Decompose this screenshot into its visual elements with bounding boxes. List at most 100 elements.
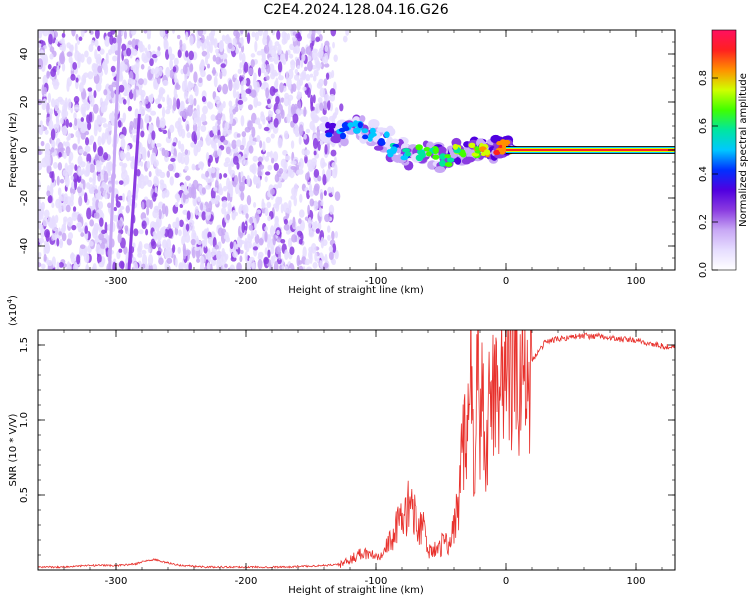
spectrogram-noise-cell — [212, 54, 217, 62]
spectrogram-noise-cell — [263, 126, 270, 132]
spectrogram-noise-cell — [263, 44, 270, 54]
snr-panel: -300 -200 -100 0 100 0.5 1.0 1.5 Height of str… — [6, 295, 676, 596]
spectrogram-noise-cell — [324, 253, 328, 265]
spectrogram-noise-cell — [118, 97, 124, 104]
spectrogram-noise-cell — [291, 36, 297, 42]
spectrogram-noise-cell — [238, 51, 243, 61]
spectrogram-noise-cell — [200, 125, 207, 132]
spectrogram-noise-cell — [305, 128, 311, 134]
spectrogram-noise-cell — [309, 252, 313, 265]
spectrogram-noise-cell — [186, 210, 191, 221]
spectrogram-noise-cell — [146, 206, 150, 216]
spectrogram-noise-cell — [66, 81, 70, 92]
spectrogram-halo-cell — [454, 157, 462, 165]
spectrogram-noise-cell — [79, 170, 84, 176]
spectrogram-noise-cell — [182, 108, 188, 120]
spectrogram-noise-cell — [306, 87, 311, 98]
spectrogram-noise-cell — [237, 99, 244, 105]
spectrogram-signal-cell — [444, 154, 451, 159]
spectrogram-noise-cell — [254, 40, 258, 53]
spectrogram-noise-cell — [48, 108, 54, 115]
spectrogram-noise-cell — [222, 200, 228, 208]
spectrogram-noise-cell — [58, 231, 62, 236]
spectrogram-noise-cell — [306, 171, 310, 179]
spectrogram-noise-cell — [121, 43, 127, 51]
spectrogram-noise-cell — [234, 106, 239, 113]
spectrogram-noise-cell — [139, 101, 143, 111]
spectrogram-noise-cell — [266, 151, 271, 157]
spectrogram-noise-cell — [277, 181, 283, 189]
spectrogram-noise-cell — [53, 161, 58, 169]
spectrogram-noise-cell — [73, 106, 80, 112]
spectrogram-noise-cell — [188, 219, 195, 226]
spectrogram-noise-cell — [38, 58, 44, 70]
spectrogram-noise-cell — [244, 251, 248, 262]
spectrogram-noise-cell — [95, 160, 101, 168]
spectrogram-noise-cell — [255, 177, 261, 189]
spectrogram-noise-cell — [275, 217, 279, 223]
spectrogram-noise-cell — [296, 90, 301, 101]
spectrogram-noise-cell — [228, 100, 233, 108]
spectrogram-noise-cell — [275, 96, 280, 105]
snr-x-label: Height of straight line (km) — [288, 585, 424, 596]
spectrogram-noise-cell — [201, 211, 207, 221]
spectrogram-noise-cell — [87, 71, 94, 80]
spectrogram-noise-cell — [219, 40, 224, 53]
spectrogram-noise-cell — [86, 56, 92, 65]
spectrogram-noise-cell — [121, 171, 125, 180]
spectrogram-noise-cell — [97, 173, 102, 182]
spectrogram-noise-cell — [147, 254, 154, 266]
spectrogram-noise-cell — [265, 63, 271, 75]
spectrogram-signal-cell — [471, 152, 480, 157]
spectrogram-noise-cell — [146, 34, 151, 40]
spectrogram-noise-cell — [300, 71, 306, 80]
spectrogram-noise-cell — [262, 141, 266, 153]
spectrogram-noise-cell — [110, 90, 115, 99]
spectrogram-noise-cell — [70, 175, 74, 181]
spectrogram-noise-cell — [152, 191, 157, 202]
spectrogram-noise-cell — [235, 97, 239, 108]
spectrogram-noise-cell — [39, 39, 44, 44]
snr-y-multiplier-base: (x10 — [8, 303, 19, 326]
spectrogram-noise-cell — [339, 103, 344, 112]
spectrogram-noise-cell — [253, 202, 257, 208]
spectrogram-noise-cell — [156, 50, 161, 57]
spectrogram-noise-cell — [322, 239, 328, 247]
spectrogram-noise-cell — [103, 171, 109, 183]
spectrogram-noise-cell — [217, 84, 222, 92]
spectrogram-noise-cell — [269, 85, 276, 97]
spectrogram-noise-cell — [97, 125, 102, 133]
spectrogram-noise-cell — [143, 56, 149, 61]
spectrogram-noise-cell — [86, 266, 90, 270]
spectrogram-noise-cell — [233, 241, 237, 254]
spectrogram-noise-cell — [141, 220, 147, 230]
spectrogram-noise-cell — [57, 187, 62, 197]
spectrogram-noise-cell — [176, 34, 181, 40]
spectrogram-noise-cell — [175, 219, 180, 230]
spectrogram-noise-cell — [121, 118, 126, 123]
spectrogram-noise-cell — [224, 157, 231, 164]
spectrogram-noise-cell — [97, 45, 101, 52]
spectrogram-noise-cell — [71, 253, 76, 259]
spectrogram-noise-cell — [162, 239, 168, 249]
spectrogram-noise-cell — [46, 190, 51, 197]
spectrogram-noise-cell — [329, 94, 336, 102]
spectrogram-noise-cell — [205, 209, 212, 221]
spectrogram-noise-cell — [89, 163, 96, 173]
spectrogram-noise-cell — [76, 222, 83, 228]
spectrogram-noise-cell — [281, 37, 287, 45]
spectrogram-noise-cell — [197, 196, 201, 202]
spectrogram-noise-cell — [326, 225, 331, 233]
spectrogram-noise-cell — [214, 95, 221, 105]
spectrogram-noise-cell — [97, 146, 104, 157]
spectrogram-noise-cell — [141, 249, 147, 255]
spectrogram-noise-cell — [72, 206, 77, 213]
spectrogram-noise-cell — [323, 101, 328, 111]
spectrogram-noise-cell — [48, 33, 53, 45]
spectrogram-noise-cell — [277, 61, 283, 73]
spectrogram-noise-cell — [287, 237, 293, 248]
spectrogram-noise-cell — [87, 87, 93, 92]
spectrogram-noise-cell — [293, 196, 298, 207]
spectrogram-noise-cell — [233, 175, 239, 186]
